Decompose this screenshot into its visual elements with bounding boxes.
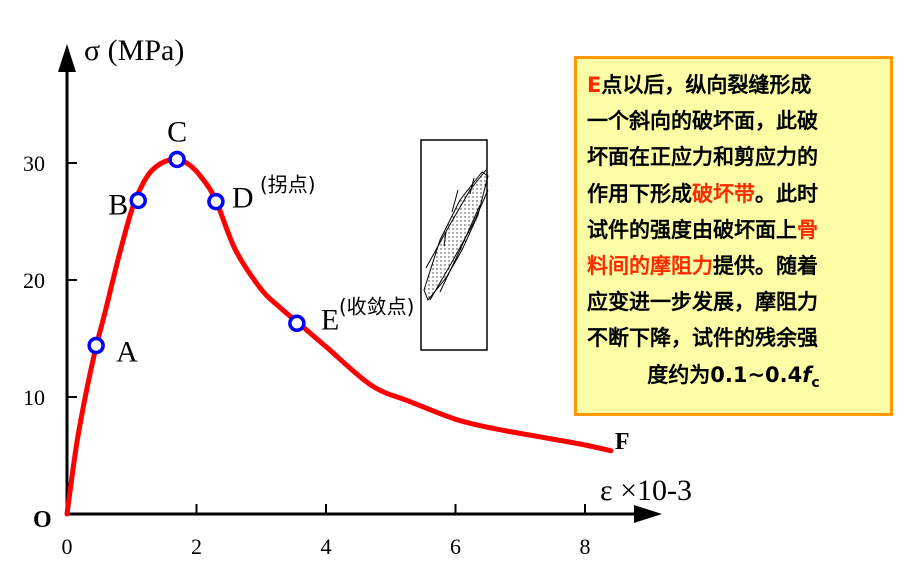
x-tick-label: 8 xyxy=(580,534,591,559)
y-axis-arrow xyxy=(58,44,76,72)
note-segment: 作用下形成 xyxy=(587,181,692,206)
axis-ticks xyxy=(67,162,586,514)
note-segment: 度约为0.1~0.4 xyxy=(647,362,803,387)
note-segment: 试件的强度由破坏面上 xyxy=(587,217,797,242)
note-segment: 不断下降，试件的残余强 xyxy=(587,326,818,351)
explanation-note: E点以后，纵向裂缝形成 一个斜向的破坏面，此破 坏面在正应力和剪应力的 作用下形成破坏… xyxy=(574,56,893,416)
x-axis-label: ε ×10-3 xyxy=(600,474,692,507)
y-axis-label: σ (MPa) xyxy=(84,34,184,67)
y-tick-label: 10 xyxy=(23,385,45,410)
note-segment: 破坏带 xyxy=(692,181,755,206)
label-e: E xyxy=(321,303,339,336)
stress-strain-curve xyxy=(64,156,614,517)
note-segment: 。此时 xyxy=(755,181,818,206)
label-f: F xyxy=(615,429,630,455)
label-a: A xyxy=(116,336,138,369)
x-tick-label: 2 xyxy=(191,534,202,559)
label-d: D xyxy=(232,182,254,215)
note-line: 一个斜向的破坏面，此破 xyxy=(587,103,880,139)
x-tick-label: 0 xyxy=(62,534,73,559)
key-points xyxy=(87,150,306,355)
point-d xyxy=(207,192,225,211)
point-labels: A B C D E F (拐点) (收敛点) xyxy=(108,115,629,454)
note-segment: 坏面在正应力和剪应力的 xyxy=(587,145,818,170)
point-a xyxy=(87,336,105,355)
x-axis-arrow xyxy=(634,505,662,523)
note-segment: 料间的摩阻力 xyxy=(587,254,713,279)
point-e xyxy=(288,314,306,333)
origin-label: O xyxy=(33,507,52,533)
annotation-inflection-point: (拐点) xyxy=(260,173,316,197)
note-line: 料间的摩阻力提供。随着 xyxy=(587,248,880,284)
note-line: 作用下形成破坏带。此时 xyxy=(587,176,880,212)
x-tick-label: 4 xyxy=(321,534,332,559)
point-c xyxy=(168,150,186,169)
note-segment: c xyxy=(811,374,820,391)
curve-line xyxy=(64,156,614,517)
note-line: 试件的强度由破坏面上骨 xyxy=(587,212,880,248)
note-line: 应变进一步发展，摩阻力 xyxy=(587,284,880,320)
label-b: B xyxy=(108,188,128,221)
note-line: 坏面在正应力和剪应力的 xyxy=(587,139,880,175)
note-segment: 提供。随着 xyxy=(713,254,818,279)
note-line: 不断下降，试件的残余强 xyxy=(587,320,880,356)
note-segment: E xyxy=(587,73,602,97)
specimen-sketch xyxy=(420,139,489,351)
note-segment: 应变进一步发展，摩阻力 xyxy=(587,290,818,315)
note-segment: 点以后，纵向裂缝形成 xyxy=(601,73,812,97)
label-c: C xyxy=(167,115,187,148)
note-line: 度约为0.1~0.4fc xyxy=(587,357,880,401)
note-segment: 一个斜向的破坏面，此破 xyxy=(587,109,818,134)
note-segment: f xyxy=(802,362,812,387)
tick-labels: 0 2 4 6 8 10 20 30 xyxy=(23,151,591,559)
x-tick-label: 6 xyxy=(450,534,461,559)
point-b xyxy=(129,191,147,210)
note-segment: 骨 xyxy=(797,217,818,242)
y-tick-label: 20 xyxy=(23,268,45,293)
annotation-convergence-point: (收敛点) xyxy=(339,294,415,318)
note-line: E点以后，纵向裂缝形成 xyxy=(587,67,880,103)
y-tick-label: 30 xyxy=(23,151,45,176)
